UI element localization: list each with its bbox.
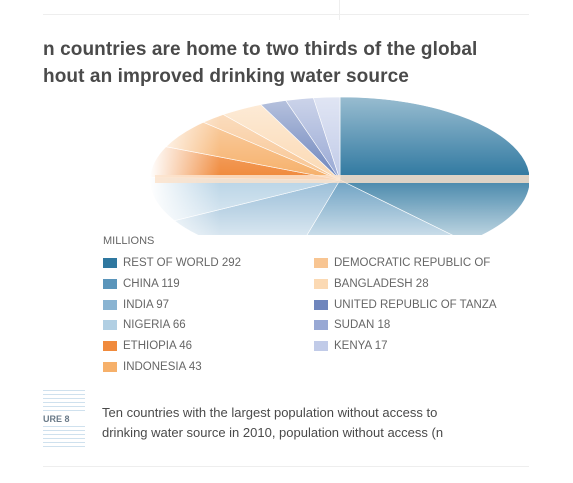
legend-swatch [103,362,117,372]
legend-label: INDIA 97 [123,298,170,311]
legend-label: ETHIOPIA 46 [123,340,193,353]
vertical-rule [339,0,340,20]
figure-caption-line-2: drinking water source in 2010, populatio… [102,425,444,440]
legend-label: NIGERIA 66 [123,319,186,332]
legend-label: INDONESIA 43 [123,361,202,373]
legend-item-china: CHINA 119 [103,277,303,291]
pie-left-fade [150,95,220,235]
figure-tag: URE 8 [43,387,85,449]
legend-item-rest-of-world: REST OF WORLD 292 [103,256,303,270]
chart-title-line-2: hout an improved drinking water source [43,66,409,87]
bottom-rule [43,466,529,467]
pie-midline-band [155,175,529,183]
legend-swatch [103,258,117,268]
legend-item-united-republic-of-tanza: UNITED REPUBLIC OF TANZA [314,298,529,312]
legend-swatch [314,258,328,268]
legend-label: BANGLADESH 28 [334,277,429,290]
figure-number: URE 8 [43,413,85,425]
legend-item-indonesia: INDONESIA 43 [103,360,303,374]
legend-item-democratic-republic-of: DEMOCRATIC REPUBLIC OF [314,256,529,270]
legend-swatch [314,341,328,352]
figure-caption: Ten countries with the largest populatio… [102,403,529,443]
legend-swatch [314,299,328,310]
legend-swatch [103,320,117,331]
legend-swatch [314,278,328,289]
legend-item-bangladesh: BANGLADESH 28 [314,277,529,291]
chart-title: n countries are home to two thirds of th… [43,36,529,90]
legend-item-nigeria: NIGERIA 66 [103,318,303,332]
legend-swatch [103,278,117,289]
legend-item-ethiopia: ETHIOPIA 46 [103,339,303,353]
legend-swatch [103,299,117,310]
legend-item-india: INDIA 97 [103,298,303,312]
legend-label: SUDAN 18 [334,319,391,332]
chart-title-line-1: n countries are home to two thirds of th… [43,39,478,60]
figure-caption-line-1: Ten countries with the largest populatio… [102,405,438,420]
legend-item-sudan: SUDAN 18 [314,318,529,332]
top-rule [43,14,529,15]
legend-label: REST OF WORLD 292 [123,257,242,269]
legend-swatch [314,320,328,331]
legend-item-kenya: KENYA 17 [314,339,529,353]
legend-swatch [103,341,117,352]
legend-label: CHINA 119 [123,277,180,290]
legend-label: KENYA 17 [334,340,388,353]
legend-label: DEMOCRATIC REPUBLIC OF [334,257,491,269]
legend-unit-label: MILLIONS [103,235,155,247]
legend-label: UNITED REPUBLIC OF TANZA [334,298,497,311]
